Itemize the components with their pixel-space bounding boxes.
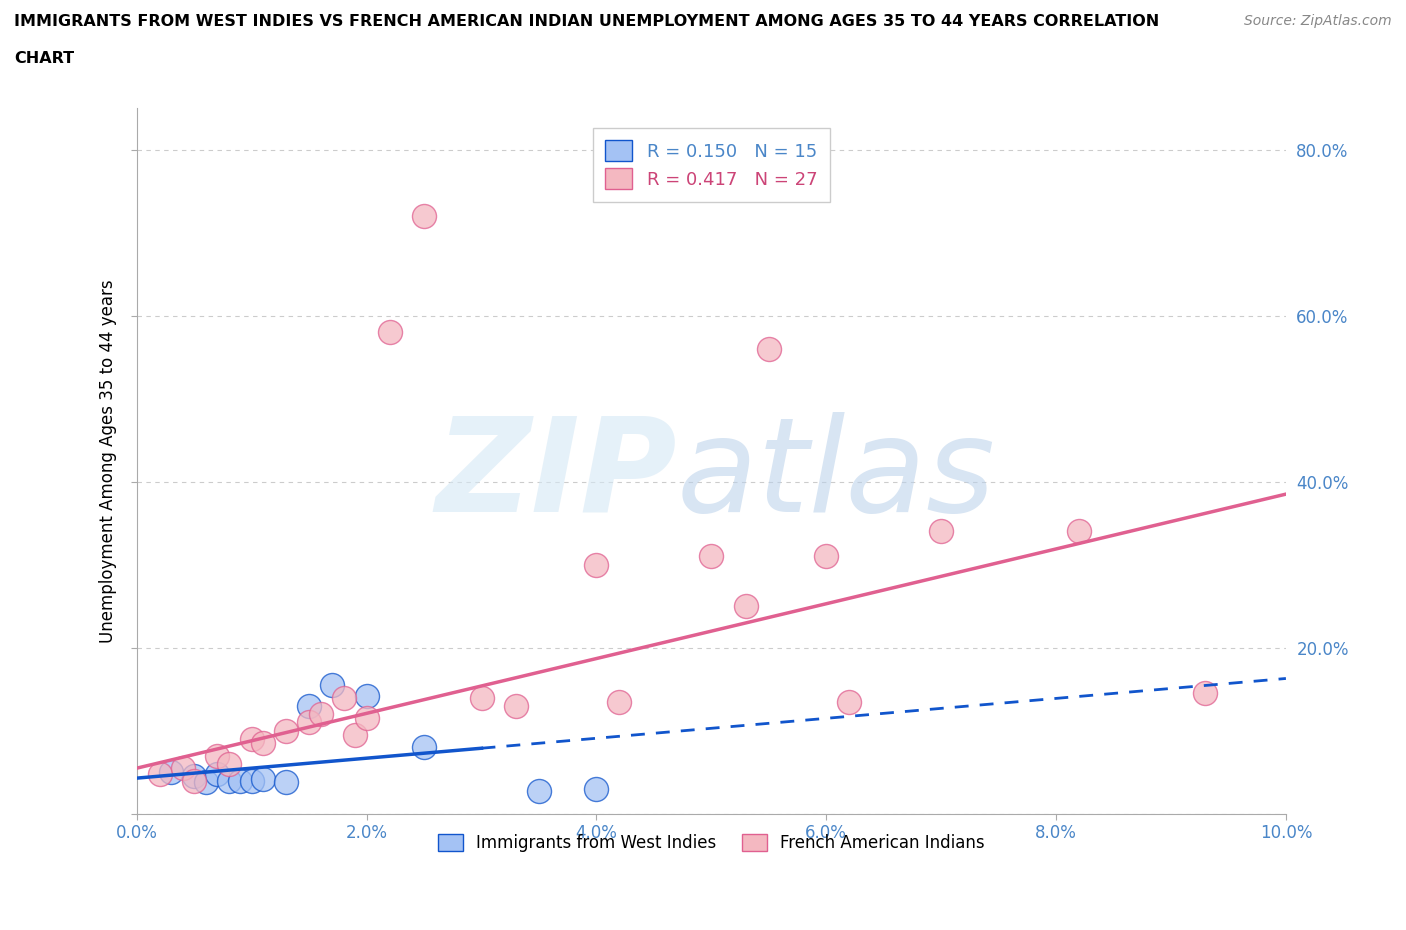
Point bbox=[505, 698, 527, 713]
Point bbox=[527, 783, 550, 798]
Point bbox=[344, 727, 367, 742]
Point bbox=[276, 775, 298, 790]
Point bbox=[240, 732, 263, 747]
Text: ZIP: ZIP bbox=[436, 412, 676, 538]
Point bbox=[321, 678, 343, 693]
Text: Source: ZipAtlas.com: Source: ZipAtlas.com bbox=[1244, 14, 1392, 28]
Point bbox=[276, 724, 298, 738]
Point bbox=[183, 769, 205, 784]
Point bbox=[240, 773, 263, 788]
Point bbox=[356, 711, 378, 725]
Point bbox=[838, 695, 860, 710]
Point bbox=[585, 557, 607, 572]
Point bbox=[758, 341, 780, 356]
Point bbox=[1067, 525, 1090, 539]
Point bbox=[207, 766, 229, 781]
Point bbox=[172, 761, 194, 776]
Point bbox=[218, 773, 240, 788]
Point bbox=[815, 549, 838, 564]
Point bbox=[252, 736, 274, 751]
Text: CHART: CHART bbox=[14, 51, 75, 66]
Point bbox=[585, 781, 607, 796]
Point bbox=[413, 740, 436, 755]
Point bbox=[229, 773, 252, 788]
Point bbox=[929, 525, 952, 539]
Point bbox=[194, 775, 217, 790]
Point bbox=[356, 688, 378, 703]
Text: IMMIGRANTS FROM WEST INDIES VS FRENCH AMERICAN INDIAN UNEMPLOYMENT AMONG AGES 35: IMMIGRANTS FROM WEST INDIES VS FRENCH AM… bbox=[14, 14, 1160, 29]
Point bbox=[309, 707, 332, 722]
Point bbox=[149, 766, 172, 781]
Point bbox=[378, 325, 401, 339]
Point bbox=[252, 772, 274, 787]
Legend: Immigrants from West Indies, French American Indians: Immigrants from West Indies, French Amer… bbox=[432, 827, 991, 858]
Point bbox=[298, 715, 321, 730]
Point bbox=[609, 695, 631, 710]
Point bbox=[207, 749, 229, 764]
Text: atlas: atlas bbox=[676, 412, 995, 538]
Point bbox=[332, 690, 354, 705]
Point bbox=[700, 549, 723, 564]
Point bbox=[298, 698, 321, 713]
Point bbox=[470, 690, 492, 705]
Point bbox=[1194, 686, 1216, 701]
Point bbox=[218, 757, 240, 772]
Point bbox=[413, 208, 436, 223]
Point bbox=[160, 764, 183, 779]
Point bbox=[183, 773, 205, 788]
Point bbox=[734, 599, 756, 614]
Y-axis label: Unemployment Among Ages 35 to 44 years: Unemployment Among Ages 35 to 44 years bbox=[100, 279, 117, 643]
